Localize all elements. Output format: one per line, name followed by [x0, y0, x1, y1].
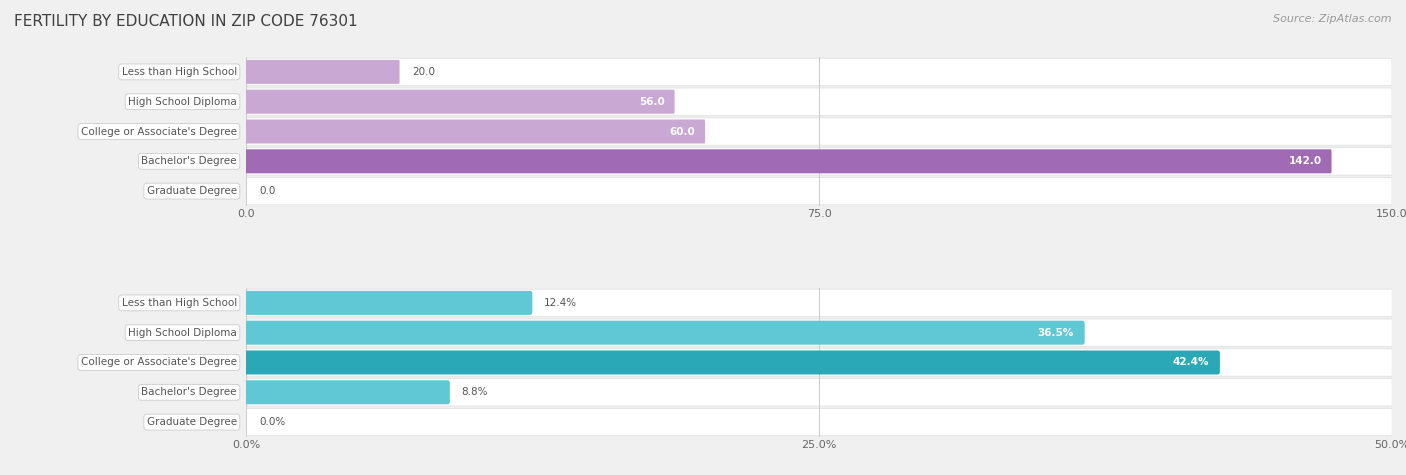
Text: 60.0: 60.0 [669, 126, 695, 136]
Text: Bachelor's Degree: Bachelor's Degree [142, 387, 236, 397]
Text: College or Associate's Degree: College or Associate's Degree [82, 358, 236, 368]
Text: Graduate Degree: Graduate Degree [146, 186, 236, 196]
Text: Less than High School: Less than High School [122, 298, 236, 308]
Text: High School Diploma: High School Diploma [128, 97, 236, 107]
FancyBboxPatch shape [246, 319, 1392, 346]
Text: 0.0%: 0.0% [260, 417, 285, 427]
Text: 20.0: 20.0 [412, 67, 436, 77]
FancyBboxPatch shape [243, 351, 1220, 374]
FancyBboxPatch shape [246, 177, 1392, 205]
FancyBboxPatch shape [243, 321, 1084, 345]
Text: 12.4%: 12.4% [544, 298, 576, 308]
FancyBboxPatch shape [243, 380, 450, 404]
FancyBboxPatch shape [246, 88, 1392, 115]
FancyBboxPatch shape [246, 58, 1392, 86]
FancyBboxPatch shape [243, 291, 533, 315]
Text: 142.0: 142.0 [1288, 156, 1322, 166]
FancyBboxPatch shape [245, 60, 399, 84]
FancyBboxPatch shape [246, 349, 1392, 376]
Text: 42.4%: 42.4% [1173, 358, 1209, 368]
Text: 36.5%: 36.5% [1038, 328, 1073, 338]
Text: Bachelor's Degree: Bachelor's Degree [142, 156, 236, 166]
Text: Graduate Degree: Graduate Degree [146, 417, 236, 427]
FancyBboxPatch shape [245, 90, 675, 114]
Text: Less than High School: Less than High School [122, 67, 236, 77]
Text: 8.8%: 8.8% [461, 387, 488, 397]
FancyBboxPatch shape [245, 120, 706, 143]
Text: 0.0: 0.0 [260, 186, 276, 196]
FancyBboxPatch shape [246, 118, 1392, 145]
FancyBboxPatch shape [246, 289, 1392, 317]
FancyBboxPatch shape [246, 379, 1392, 406]
Text: High School Diploma: High School Diploma [128, 328, 236, 338]
FancyBboxPatch shape [245, 149, 1331, 173]
Text: Source: ZipAtlas.com: Source: ZipAtlas.com [1274, 14, 1392, 24]
Text: 56.0: 56.0 [638, 97, 665, 107]
FancyBboxPatch shape [246, 408, 1392, 436]
Text: FERTILITY BY EDUCATION IN ZIP CODE 76301: FERTILITY BY EDUCATION IN ZIP CODE 76301 [14, 14, 357, 29]
Text: College or Associate's Degree: College or Associate's Degree [82, 126, 236, 136]
FancyBboxPatch shape [246, 148, 1392, 175]
